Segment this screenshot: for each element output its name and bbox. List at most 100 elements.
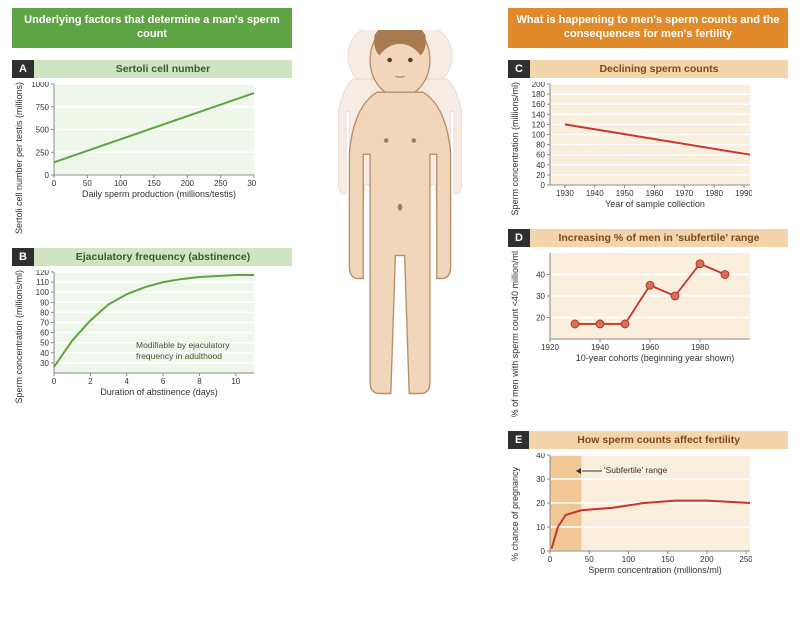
svg-text:frequency in adulthood: frequency in adulthood (136, 351, 222, 361)
svg-text:60: 60 (40, 328, 49, 337)
panel-letter-c: C (508, 60, 530, 78)
chart-e: 0 10 20 30 40 0 50 100 150 200 250 'Subfertile' ran… (522, 453, 788, 563)
svg-text:750: 750 (36, 102, 50, 111)
svg-text:150: 150 (147, 179, 161, 187)
panel-title-e: How sperm counts affect fertility (529, 431, 788, 449)
svg-text:0: 0 (45, 171, 50, 180)
svg-text:10: 10 (231, 377, 240, 385)
svg-text:30: 30 (536, 475, 545, 484)
svg-text:100: 100 (532, 130, 546, 139)
svg-text:20: 20 (536, 499, 545, 508)
svg-text:2: 2 (88, 377, 93, 385)
svg-text:250: 250 (739, 555, 752, 563)
svg-text:30: 30 (40, 358, 49, 367)
svg-text:50: 50 (83, 179, 92, 187)
svg-text:100: 100 (622, 555, 636, 563)
svg-text:160: 160 (532, 100, 546, 109)
svg-text:1920: 1920 (541, 343, 559, 351)
svg-text:200: 200 (181, 179, 195, 187)
panel-letter-e: E (508, 431, 529, 449)
panel-b: B Ejaculatory frequency (abstinence) Spe… (12, 248, 292, 404)
svg-text:30: 30 (536, 292, 545, 301)
panel-title-d: Increasing % of men in 'subfertile' rang… (530, 229, 788, 247)
panel-title-c: Declining sperm counts (530, 60, 788, 78)
svg-text:110: 110 (36, 278, 49, 287)
svg-text:1960: 1960 (641, 343, 659, 351)
panel-letter-d: D (508, 229, 530, 247)
xlabel-a: Daily sperm production (millions/testis) (26, 189, 292, 199)
svg-text:1980: 1980 (691, 343, 709, 351)
svg-text:80: 80 (40, 308, 49, 317)
left-header: Underlying factors that determine a man'… (12, 8, 292, 48)
svg-text:20: 20 (536, 170, 545, 179)
svg-text:10: 10 (536, 523, 545, 532)
svg-text:20: 20 (536, 314, 545, 323)
ylabel-a: Sertoli cell number per testis (millions… (12, 82, 26, 234)
svg-text:120: 120 (532, 120, 546, 129)
chart-c: 0 20406080100120140160180200 1930 1940 1950 1… (522, 82, 788, 197)
svg-text:200: 200 (532, 82, 546, 89)
svg-text:70: 70 (40, 318, 49, 327)
svg-text:50: 50 (40, 338, 49, 347)
svg-text:Modifiable by ejaculatory: Modifiable by ejaculatory (136, 340, 230, 350)
panel-e: E How sperm counts affect fertility % ch… (508, 431, 788, 575)
svg-text:8: 8 (197, 377, 202, 385)
svg-text:1950: 1950 (616, 189, 634, 197)
right-header: What is happening to men's sperm counts … (508, 8, 788, 48)
panel-letter-a: A (12, 60, 34, 78)
panel-title-b: Ejaculatory frequency (abstinence) (34, 248, 292, 266)
svg-text:0: 0 (541, 181, 546, 190)
xlabel-b: Duration of abstinence (days) (26, 387, 292, 397)
svg-text:50: 50 (585, 555, 594, 563)
svg-text:0: 0 (52, 179, 57, 187)
chart-a: 0 250 500 750 1000 0 50 100 150 200 250 300 (26, 82, 292, 187)
svg-text:40: 40 (536, 160, 545, 169)
svg-text:100: 100 (36, 288, 50, 297)
xlabel-c: Year of sample collection (522, 199, 788, 209)
svg-text:60: 60 (536, 150, 545, 159)
svg-text:1990: 1990 (735, 189, 752, 197)
svg-text:4: 4 (125, 377, 130, 385)
svg-text:0: 0 (52, 377, 57, 385)
svg-text:90: 90 (40, 298, 49, 307)
svg-text:40: 40 (40, 348, 49, 357)
svg-text:6: 6 (161, 377, 166, 385)
svg-text:1960: 1960 (646, 189, 664, 197)
svg-text:300: 300 (247, 179, 256, 187)
svg-text:100: 100 (114, 179, 128, 187)
chart-b: 30405060708090100110120 0 2 4 6 8 10 Modifiable… (26, 270, 292, 385)
svg-text:1000: 1000 (31, 82, 49, 89)
svg-text:40: 40 (536, 453, 545, 460)
svg-text:0: 0 (548, 555, 553, 563)
svg-text:120: 120 (36, 270, 50, 277)
svg-text:250: 250 (36, 148, 50, 157)
panel-letter-b: B (12, 248, 34, 266)
xlabel-d: 10-year cohorts (beginning year shown) (522, 353, 788, 363)
human-figure-illustration (300, 30, 500, 610)
svg-text:180: 180 (532, 90, 546, 99)
svg-text:1930: 1930 (556, 189, 574, 197)
svg-text:250: 250 (214, 179, 228, 187)
xlabel-e: Sperm concentration (millions/ml) (522, 565, 788, 575)
panel-a: A Sertoli cell number Sertoli cell numbe… (12, 60, 292, 234)
ylabel-c: Sperm concentration (millions/ml) (508, 82, 522, 216)
svg-text:40: 40 (536, 271, 545, 280)
panel-title-a: Sertoli cell number (34, 60, 292, 78)
ylabel-e: % chance of pregnancy (508, 453, 522, 575)
panel-c: C Declining sperm counts Sperm concentra… (508, 60, 788, 216)
svg-text:0: 0 (541, 547, 546, 556)
svg-text:1940: 1940 (591, 343, 609, 351)
chart-d: 20 30 40 1920 1940 1960 1980 (522, 251, 788, 351)
svg-text:'Subfertile' range: 'Subfertile' range (604, 465, 668, 475)
svg-text:1980: 1980 (705, 189, 723, 197)
svg-text:1940: 1940 (586, 189, 604, 197)
svg-text:1970: 1970 (675, 189, 693, 197)
svg-text:150: 150 (661, 555, 675, 563)
panel-d: D Increasing % of men in 'subfertile' ra… (508, 229, 788, 417)
ylabel-d: % of men with sperm count <40 million/ml (508, 251, 522, 417)
svg-text:200: 200 (700, 555, 714, 563)
svg-text:500: 500 (36, 125, 50, 134)
svg-text:80: 80 (536, 140, 545, 149)
ylabel-b: Sperm concentration (millions/ml) (12, 270, 26, 404)
svg-text:140: 140 (532, 110, 546, 119)
